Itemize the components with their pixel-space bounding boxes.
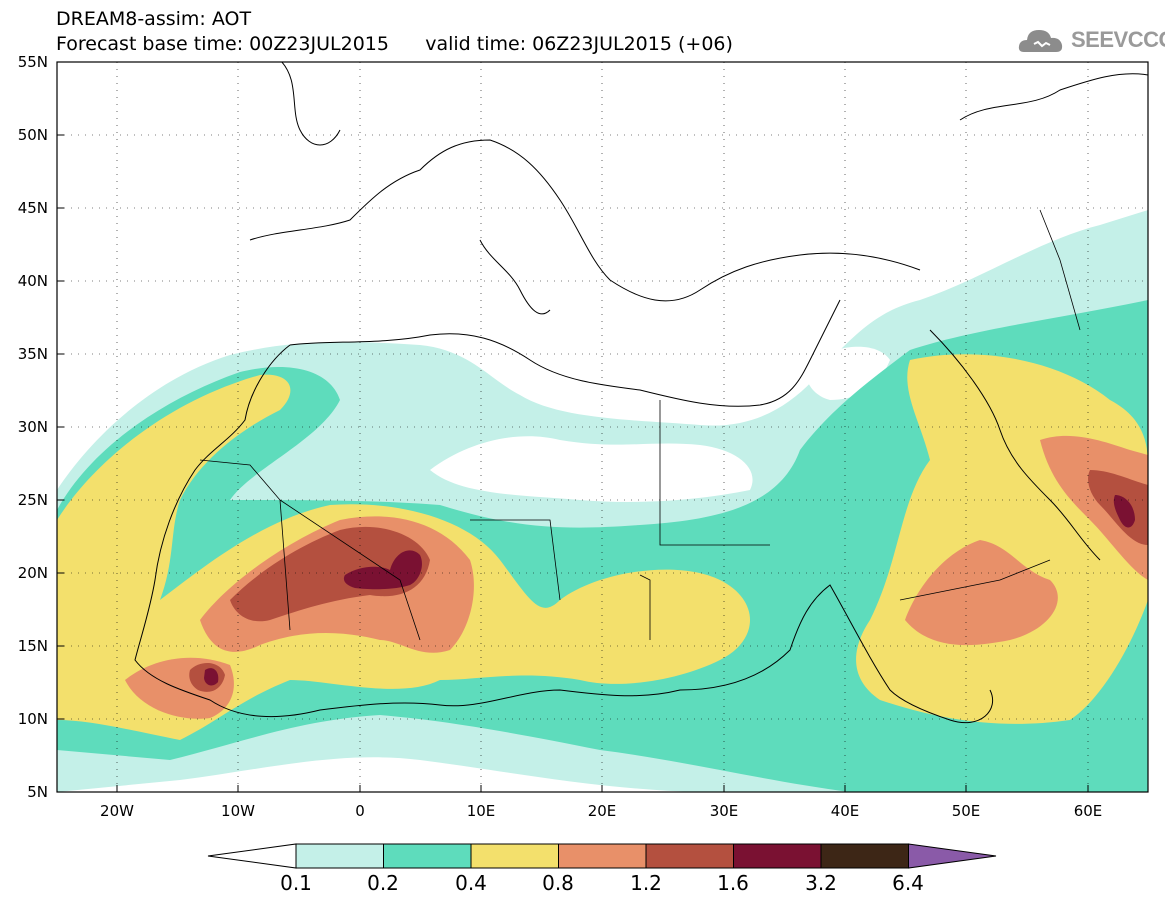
lat-label: 30N: [17, 418, 48, 436]
logo-text: SEEVCCC: [1071, 27, 1165, 52]
lat-label: 55N: [17, 53, 48, 71]
forecast-base-time: Forecast base time: 00Z23JUL2015: [56, 33, 389, 55]
lat-label: 40N: [17, 272, 48, 290]
lat-label: 5N: [27, 783, 48, 801]
colorbar-bin-4: [645, 843, 734, 869]
lat-label: 25N: [17, 491, 48, 509]
colorbar-bin-1: [383, 843, 472, 869]
colorbar-bin-0: [295, 843, 384, 869]
valid-time: valid time: 06Z23JUL2015 (+06): [425, 33, 733, 55]
lon-label: 20E: [587, 802, 617, 820]
lat-label: 45N: [17, 199, 48, 217]
lat-label: 35N: [17, 345, 48, 363]
colorbar-label: 6.4: [892, 871, 924, 895]
lon-label: 0: [355, 802, 365, 820]
colorbar-bin-6: [820, 843, 909, 869]
colorbar-bin-3: [558, 843, 647, 869]
colorbar-under-arrow: [207, 843, 297, 869]
lon-label: 60E: [1073, 802, 1103, 820]
lon-label: 10E: [466, 802, 496, 820]
axis-ticks: [57, 61, 1089, 792]
colorbar-label: 1.6: [717, 871, 749, 895]
lon-label: 40E: [830, 802, 860, 820]
lon-label: 10W: [221, 802, 255, 820]
aot-band-1.2: [230, 526, 430, 622]
lon-label: 50E: [951, 802, 981, 820]
colorbar-label: 0.8: [542, 871, 574, 895]
graticule: [57, 62, 1148, 792]
lon-label: 20W: [100, 802, 134, 820]
colorbar-bin-2: [470, 843, 559, 869]
cloud-logo-icon: [1018, 30, 1063, 52]
colorbar-label: 0.2: [367, 871, 399, 895]
lon-label: 30E: [709, 802, 739, 820]
colorbar-label: 3.2: [805, 871, 837, 895]
aot-band-1.6: [343, 550, 422, 590]
lat-label: 15N: [17, 637, 48, 655]
lat-label: 10N: [17, 710, 48, 728]
lat-label: 50N: [17, 126, 48, 144]
colorbar-label: 1.2: [630, 871, 662, 895]
colorbar: [207, 843, 997, 869]
colorbar-bin-5: [733, 843, 822, 869]
colorbar-label: 0.1: [280, 871, 312, 895]
time-info: Forecast base time: 00Z23JUL2015 valid t…: [56, 33, 733, 55]
colorbar-label: 0.4: [455, 871, 487, 895]
map-title: DREAM8-assim: AOT: [56, 8, 252, 30]
colorbar-over-arrow: [908, 843, 997, 869]
lat-label: 20N: [17, 564, 48, 582]
